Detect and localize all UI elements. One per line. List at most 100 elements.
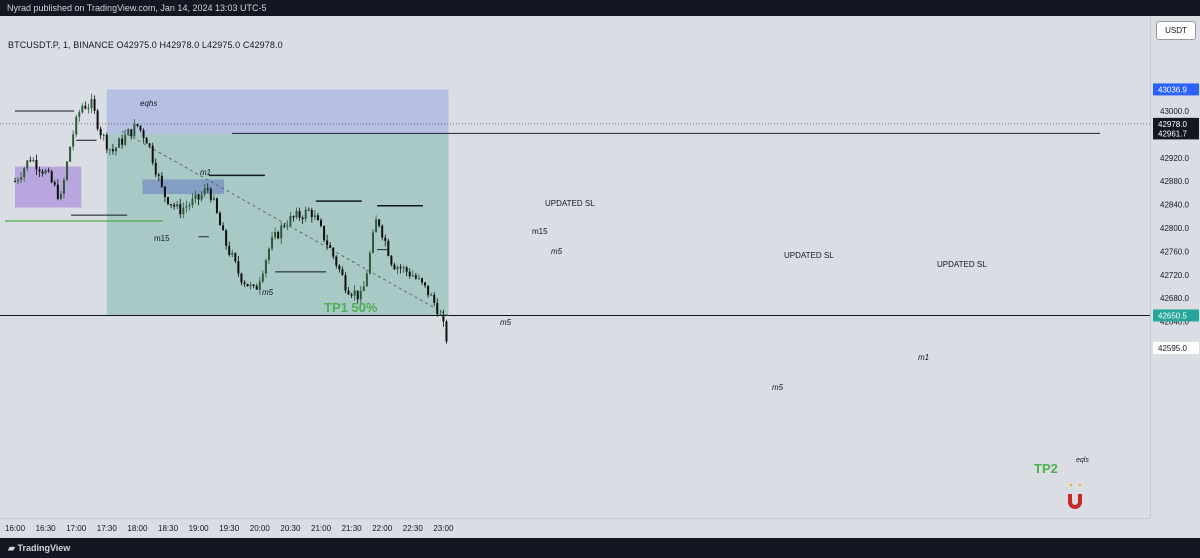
candle-down bbox=[167, 197, 169, 205]
candle-down bbox=[215, 198, 218, 213]
candle-down bbox=[234, 253, 237, 262]
updated-sl-2-label: UPDATED SL bbox=[784, 251, 834, 260]
candle-down bbox=[136, 124, 139, 126]
candle-down bbox=[157, 174, 160, 176]
tradingview-logo[interactable]: ▰ TradingView bbox=[8, 538, 70, 558]
candle-down bbox=[350, 294, 353, 296]
candle-down bbox=[206, 188, 209, 190]
candle-up bbox=[17, 179, 20, 182]
last-bottom-tag: 42595.0 bbox=[1158, 344, 1187, 353]
candle-up bbox=[261, 273, 264, 282]
candle-down bbox=[130, 129, 133, 137]
candle-up bbox=[271, 237, 274, 249]
candle-up bbox=[295, 211, 298, 218]
tp2-line-tag: 42650.5 bbox=[1158, 311, 1187, 320]
candle-up bbox=[203, 188, 206, 195]
updated-sl-3-label: UPDATED SL bbox=[937, 260, 987, 269]
candle-down bbox=[35, 159, 38, 170]
x-tick-label: 23:00 bbox=[433, 524, 454, 533]
candle-down bbox=[237, 261, 240, 274]
candle-down bbox=[252, 284, 255, 287]
candle-down bbox=[420, 278, 423, 283]
time-axis-svg: 16:00 16:30 17:00 17:30 18:00 18:30 19:00 19:30… bbox=[5, 524, 454, 533]
candle-up bbox=[439, 314, 442, 316]
purple-zone bbox=[15, 166, 82, 208]
candle-up bbox=[127, 129, 130, 135]
candle-down bbox=[356, 290, 359, 300]
candle-down bbox=[139, 125, 142, 131]
candle-up bbox=[264, 260, 267, 274]
candle-up bbox=[411, 275, 414, 277]
candle-up bbox=[286, 225, 289, 227]
m15-zone bbox=[142, 179, 225, 195]
candle-down bbox=[197, 194, 200, 200]
target-zone bbox=[106, 133, 449, 316]
x-tick-label: 19:30 bbox=[219, 524, 240, 533]
candle-down bbox=[84, 105, 87, 109]
candle-down bbox=[160, 175, 163, 187]
y-tick-label: 43000.0 bbox=[1160, 107, 1189, 116]
candle-down bbox=[344, 275, 347, 291]
tp2-label: TP2 bbox=[1034, 461, 1058, 476]
price-axis[interactable]: 42640.0 42680.0 42720.0 42760.0 42800.0 42840… bbox=[1150, 16, 1200, 518]
candle-up bbox=[20, 177, 23, 180]
candle-down bbox=[228, 245, 231, 255]
candle-down bbox=[381, 225, 384, 238]
candle-down bbox=[225, 230, 228, 246]
currency-button[interactable]: USDT bbox=[1156, 21, 1196, 40]
candle-up bbox=[133, 124, 136, 137]
candle-down bbox=[436, 302, 439, 315]
candle-down bbox=[14, 181, 16, 183]
candle-down bbox=[38, 169, 41, 172]
tp2-line-tag-bg bbox=[1153, 309, 1199, 322]
trend-line bbox=[121, 131, 449, 317]
m15-box-label: m15 bbox=[532, 227, 548, 236]
candle-down bbox=[316, 215, 319, 221]
candle-down bbox=[179, 204, 182, 215]
candle-down bbox=[283, 225, 286, 227]
x-tick-label: 19:00 bbox=[189, 524, 210, 533]
m5-box-label: m5 bbox=[551, 247, 563, 256]
x-tick-label: 17:30 bbox=[97, 524, 118, 533]
candle-down bbox=[56, 184, 59, 199]
candles-group bbox=[14, 93, 448, 344]
m5-mid-label: m5 bbox=[772, 383, 784, 392]
y-tick-label: 42920.0 bbox=[1160, 154, 1189, 163]
candle-down bbox=[121, 138, 124, 145]
candle-down bbox=[255, 286, 258, 290]
candle-up bbox=[212, 198, 215, 200]
candle-up bbox=[44, 170, 47, 174]
candle-up bbox=[402, 267, 405, 269]
candle-down bbox=[222, 225, 225, 231]
candle-up bbox=[194, 194, 197, 199]
candle-up bbox=[368, 252, 371, 274]
magnet-body bbox=[1068, 494, 1082, 509]
eqhs-label: eqhs bbox=[140, 99, 157, 108]
candle-down bbox=[301, 217, 304, 220]
x-tick-label: 22:30 bbox=[403, 524, 424, 533]
y-tick-label: 42720.0 bbox=[1160, 271, 1189, 280]
candle-down bbox=[96, 110, 99, 129]
candle-down bbox=[399, 267, 402, 269]
candle-down bbox=[142, 130, 145, 138]
candle-down bbox=[240, 273, 243, 283]
candle-down bbox=[387, 240, 390, 256]
candle-down bbox=[307, 209, 310, 211]
y-tick-label: 42760.0 bbox=[1160, 247, 1189, 256]
candle-down bbox=[408, 271, 411, 277]
publisher-text: Nyrad published on TradingView.com, Jan … bbox=[7, 3, 267, 13]
chart-plot-area[interactable]: eqhs m1 m15 m5 TP1 50% m15 m5 m5 UPDATED SL UPDAT… bbox=[0, 16, 1150, 518]
chart-svg[interactable]: eqhs m1 m15 m5 TP1 50% m15 m5 m5 UPDATED SL UPDAT… bbox=[0, 16, 1150, 518]
candle-down bbox=[433, 294, 436, 303]
time-axis[interactable]: 16:00 16:30 17:00 17:30 18:00 18:30 19:00 19:30… bbox=[0, 518, 1150, 539]
candle-up bbox=[372, 232, 375, 253]
candle-up bbox=[59, 193, 62, 199]
m5-low-label: m5 bbox=[500, 318, 512, 327]
candle-up bbox=[32, 159, 35, 162]
tradingview-logo-icon: ▰ bbox=[8, 543, 15, 553]
candle-up bbox=[108, 149, 111, 151]
tradingview-logo-text: TradingView bbox=[17, 543, 71, 553]
candle-down bbox=[154, 162, 157, 175]
candle-down bbox=[93, 99, 96, 111]
symbol-ohlc-legend: BTCUSDT.P, 1, BINANCE O42975.0 H42978.0 … bbox=[8, 40, 283, 50]
